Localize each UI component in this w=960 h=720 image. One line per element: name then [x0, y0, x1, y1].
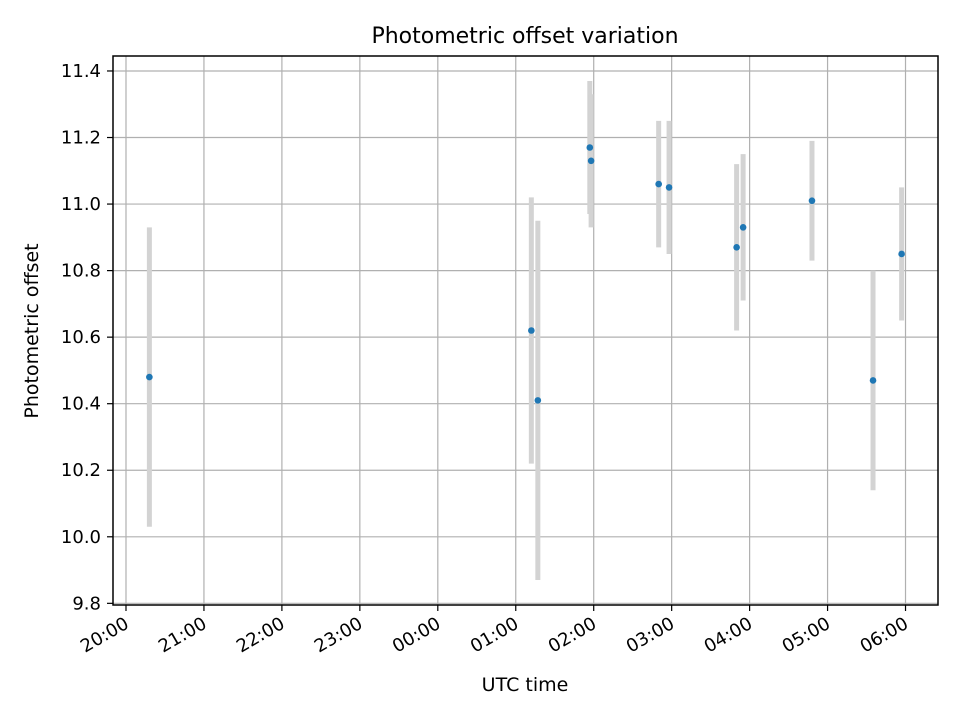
y-tick-label: 10.4	[61, 394, 101, 415]
plot-frame	[112, 55, 939, 606]
y-tick-label: 11.2	[61, 128, 101, 149]
data-point	[587, 157, 595, 165]
data-point	[586, 144, 594, 151]
y-tick-label: 10.2	[61, 460, 101, 481]
chart-title: Photometric offset variation	[371, 24, 678, 49]
grid	[113, 56, 938, 605]
data-point	[528, 327, 535, 334]
data-point	[733, 244, 740, 251]
data-point	[739, 224, 747, 231]
data-point	[534, 397, 542, 404]
data-point	[869, 377, 877, 384]
data-point	[665, 184, 673, 191]
data-point	[808, 197, 816, 205]
y-tick-label: 10.0	[61, 527, 101, 548]
y-tick-label: 11.0	[61, 194, 101, 215]
y-tick-label: 9.8	[72, 593, 101, 614]
y-tick-label: 11.4	[61, 61, 101, 82]
data-point	[146, 373, 153, 381]
y-axis-label: Photometric offset	[21, 243, 43, 418]
y-tick-label: 10.8	[61, 261, 101, 282]
data-point	[898, 250, 905, 258]
data-points	[146, 144, 905, 404]
data-point	[655, 180, 662, 188]
y-axis-ticks: 9.8 10.0 10.2 10.4 10.6 10.8 11.0 11.2 11.4	[61, 61, 113, 614]
x-axis-label: UTC time	[482, 674, 569, 696]
y-tick-label: 10.6	[61, 327, 101, 348]
